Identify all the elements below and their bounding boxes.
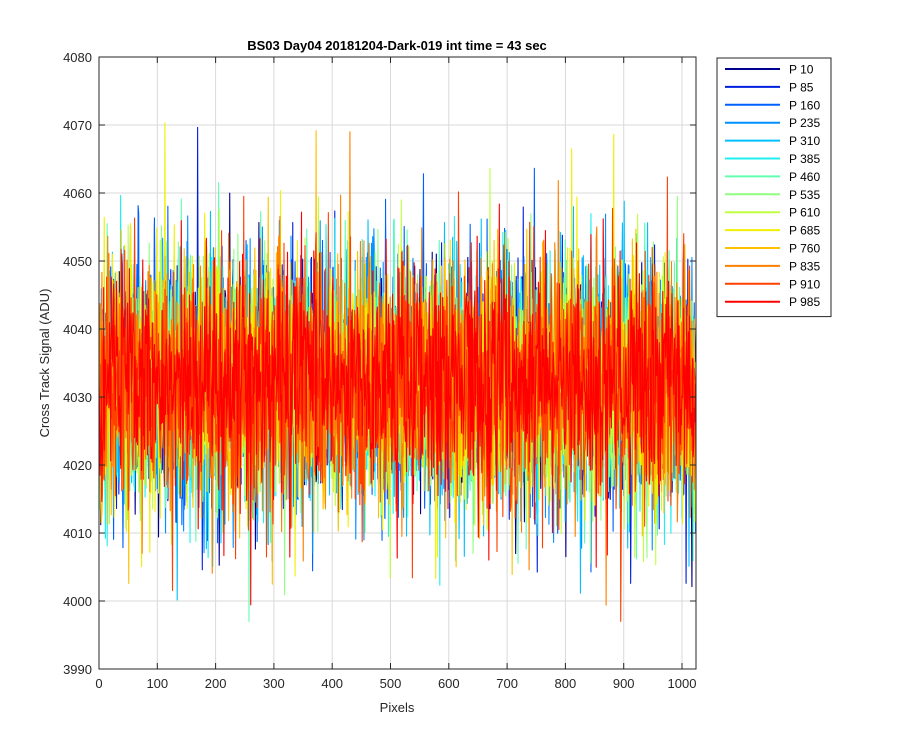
y-tick-label: 4040 bbox=[63, 322, 92, 337]
legend-box bbox=[716, 57, 832, 318]
y-tick-label: 4020 bbox=[63, 458, 92, 473]
legend-label: P 85 bbox=[789, 80, 814, 94]
legend-label: P 235 bbox=[789, 116, 820, 130]
y-tick-label: 4070 bbox=[63, 118, 92, 133]
legend-label: P 460 bbox=[789, 170, 820, 184]
y-tick-label: 4050 bbox=[63, 254, 92, 269]
x-tick-label: 800 bbox=[555, 676, 577, 691]
legend-label: P 385 bbox=[789, 152, 820, 166]
legend-label: P 10 bbox=[789, 63, 814, 77]
x-tick-label: 1000 bbox=[668, 676, 697, 691]
y-tick-label: 3990 bbox=[63, 662, 92, 677]
x-tick-label: 100 bbox=[146, 676, 168, 691]
legend-label: P 685 bbox=[789, 224, 820, 238]
y-tick-label: 4010 bbox=[63, 526, 92, 541]
chart-title: BS03 Day04 20181204-Dark-019 int time = … bbox=[247, 38, 547, 53]
y-axis-label: Cross Track Signal (ADU) bbox=[37, 289, 52, 438]
legend-label: P 985 bbox=[789, 295, 820, 309]
y-tick-label: 4000 bbox=[63, 594, 92, 609]
legend: P 10 P 85 P 160 P 235 P 310 P 385 P 460 P 535 P … bbox=[716, 57, 832, 318]
series-group bbox=[99, 122, 696, 622]
x-tick-label: 200 bbox=[205, 676, 227, 691]
legend-label: P 535 bbox=[789, 188, 820, 202]
legend-label: P 610 bbox=[789, 206, 820, 220]
x-tick-label: 400 bbox=[321, 676, 343, 691]
series-line bbox=[99, 203, 696, 606]
x-tick-label: 600 bbox=[438, 676, 460, 691]
x-tick-label: 500 bbox=[380, 676, 402, 691]
legend-label: P 310 bbox=[789, 134, 820, 148]
legend-label: P 835 bbox=[789, 259, 820, 273]
axis-ticks: 0 100 200 300 400 500 600 700 800 900 1000 3990 4000… bbox=[63, 50, 696, 691]
legend-label: P 160 bbox=[789, 98, 820, 112]
x-tick-label: 700 bbox=[496, 676, 518, 691]
plot-frame bbox=[98, 56, 697, 670]
x-tick-label: 300 bbox=[263, 676, 285, 691]
legend-label: P 760 bbox=[789, 242, 820, 256]
y-tick-label: 4060 bbox=[63, 186, 92, 201]
y-tick-label: 4080 bbox=[63, 50, 92, 65]
x-tick-label: 0 bbox=[95, 676, 102, 691]
legend-label: P 910 bbox=[789, 277, 820, 291]
y-tick-label: 4030 bbox=[63, 390, 92, 405]
x-axis-label: Pixels bbox=[380, 700, 415, 715]
x-tick-label: 900 bbox=[613, 676, 635, 691]
